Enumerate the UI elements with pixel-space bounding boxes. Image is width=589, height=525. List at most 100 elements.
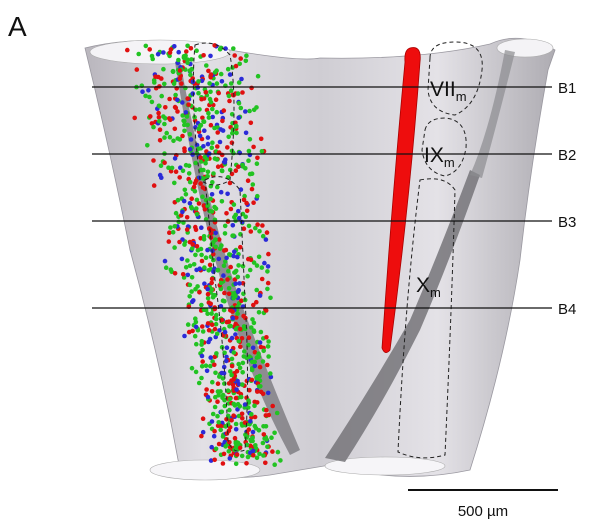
neuron-dot	[210, 389, 215, 394]
neuron-dot	[218, 428, 223, 433]
neuron-dot	[244, 53, 249, 58]
neuron-dot	[187, 164, 192, 169]
neuron-dot	[193, 161, 198, 166]
neuron-dot	[236, 115, 241, 120]
neuron-dot	[209, 311, 214, 316]
neuron-dot	[210, 322, 215, 327]
neuron-dot	[226, 388, 231, 393]
neuron-dot	[230, 140, 235, 145]
neuron-dot	[204, 63, 209, 68]
neuron-dot	[150, 57, 155, 62]
scale-bar-label: 500 µm	[458, 503, 508, 520]
neuron-dot	[254, 376, 259, 381]
neuron-dot	[227, 94, 232, 99]
neuron-dot	[237, 281, 242, 286]
neuron-dot	[223, 224, 228, 229]
neuron-dot	[265, 445, 270, 450]
neuron-dot	[195, 212, 200, 217]
neuron-dot	[230, 364, 235, 369]
neuron-dot	[217, 257, 222, 262]
neuron-dot	[184, 110, 189, 115]
neuron-dot	[237, 339, 242, 344]
neuron-dot	[187, 171, 192, 176]
neuron-dot	[275, 411, 280, 416]
neuron-dot	[140, 89, 145, 94]
neuron-dot	[225, 345, 230, 350]
neuron-dot	[259, 390, 264, 395]
neuron-dot	[200, 354, 205, 359]
neuron-dot	[239, 187, 244, 192]
neuron-dot	[264, 237, 269, 242]
neuron-dot	[219, 72, 224, 77]
neuron-dot	[197, 107, 202, 112]
neuron-dot	[215, 185, 220, 190]
neuron-dot	[278, 458, 283, 463]
neuron-dot	[229, 207, 234, 212]
neuron-dot	[229, 88, 234, 93]
neuron-dot	[200, 194, 205, 199]
neuron-dot	[200, 259, 205, 264]
neuron-dot	[210, 145, 215, 150]
section-label: B3	[558, 214, 576, 231]
neuron-dot	[258, 293, 263, 298]
neuron-dot	[224, 256, 229, 261]
neuron-dot	[210, 380, 215, 385]
neuron-dot	[167, 97, 172, 102]
neuron-dot	[229, 378, 234, 383]
neuron-dot	[235, 255, 240, 260]
neuron-dot	[172, 44, 177, 49]
neuron-dot	[266, 252, 271, 257]
neuron-dot	[176, 198, 181, 203]
neuron-dot	[218, 127, 223, 132]
neuron-dot	[244, 59, 249, 64]
neuron-dot	[256, 74, 261, 79]
neuron-dot	[181, 169, 186, 174]
neuron-dot	[204, 90, 209, 95]
neuron-dot	[208, 337, 213, 342]
neuron-dot	[223, 231, 228, 236]
neuron-dot	[257, 254, 262, 259]
neuron-dot	[234, 422, 239, 427]
neuron-dot	[205, 369, 210, 374]
neuron-dot	[221, 461, 226, 466]
neuron-dot	[161, 114, 166, 119]
neuron-dot	[203, 161, 208, 166]
neuron-dot	[197, 266, 202, 271]
neuron-dot	[264, 437, 269, 442]
neuron-dot	[183, 188, 188, 193]
neuron-dot	[226, 219, 231, 224]
neuron-dot	[260, 149, 265, 154]
neuron-dot	[261, 424, 266, 429]
neuron-dot	[180, 257, 185, 262]
neuron-dot	[180, 210, 185, 215]
neuron-dot	[190, 152, 195, 157]
neuron-dot	[158, 127, 163, 132]
neuron-dot	[268, 296, 273, 301]
neuron-dot	[163, 105, 168, 110]
neuron-dot	[225, 192, 230, 197]
neuron-dot	[175, 98, 180, 103]
neuron-dot	[260, 277, 265, 282]
neuron-dot	[194, 179, 199, 184]
neuron-dot	[264, 408, 269, 413]
neuron-dot	[189, 289, 194, 294]
neuron-dot	[213, 156, 218, 161]
neuron-dot	[194, 325, 199, 330]
neuron-dot	[189, 137, 194, 142]
neuron-dot	[173, 224, 178, 229]
neuron-dot	[173, 105, 178, 110]
neuron-dot	[182, 119, 187, 124]
neuron-dot	[179, 81, 184, 86]
neuron-dot	[208, 54, 213, 59]
neuron-dot	[194, 342, 199, 347]
neuron-dot	[192, 185, 197, 190]
neuron-dot	[209, 123, 214, 128]
neuron-dot	[260, 223, 265, 228]
neuron-dot	[212, 429, 217, 434]
neuron-dot	[236, 263, 241, 268]
neuron-dot	[202, 265, 207, 270]
section-label: B2	[558, 147, 576, 164]
neuron-dot	[199, 434, 204, 439]
neuron-dot	[145, 143, 150, 148]
neuron-dot	[198, 155, 203, 160]
